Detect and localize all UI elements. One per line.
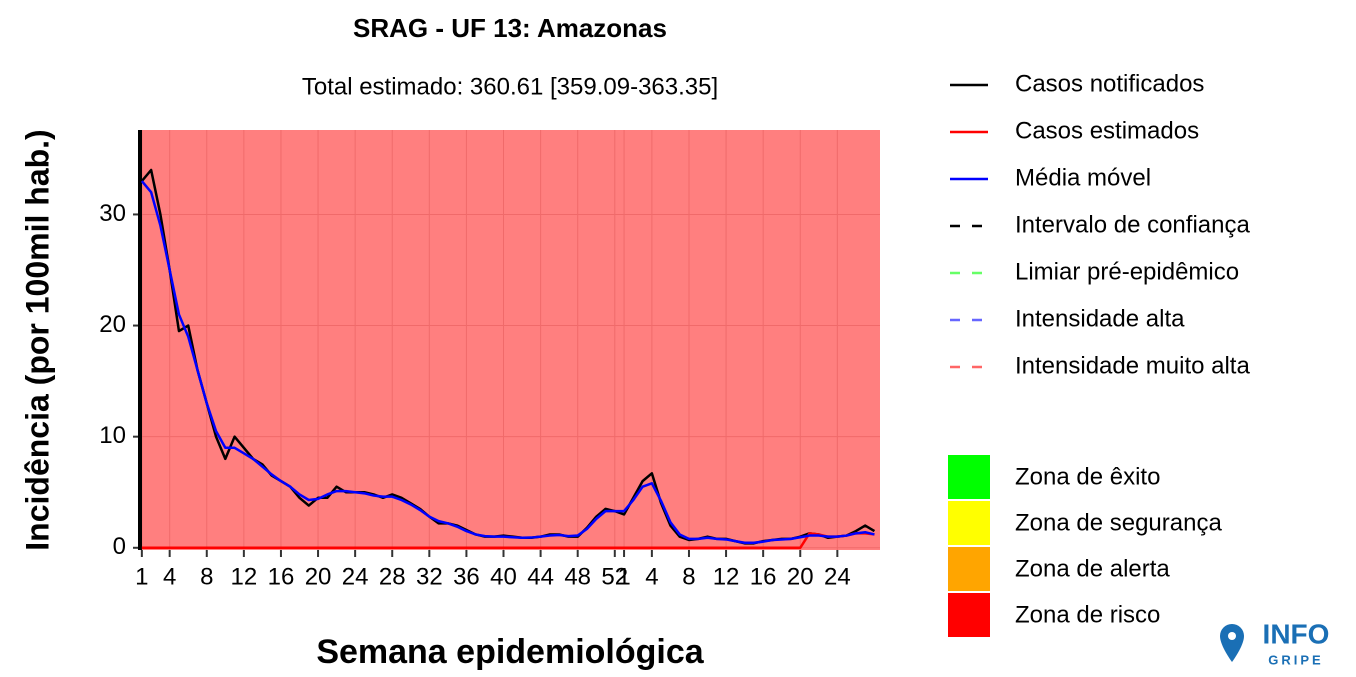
- chart-title: SRAG - UF 13: Amazonas: [353, 13, 667, 43]
- x-tick-label: 12: [713, 563, 740, 590]
- x-tick-label: 32: [416, 563, 443, 590]
- x-tick-label: 8: [200, 563, 213, 590]
- y-tick-label: 30: [99, 200, 126, 227]
- x-axis-label: Semana epidemiológica: [316, 633, 704, 671]
- y-axis-label: Incidência (por 100mil hab.): [19, 129, 55, 550]
- x-tick-label: 44: [527, 563, 554, 590]
- y-tick-label: 20: [99, 311, 126, 338]
- series-line: [140, 180, 875, 545]
- legend-label: Média móvel: [1015, 164, 1151, 191]
- x-tick-label: 16: [750, 563, 777, 590]
- plot-background: [140, 130, 880, 550]
- x-tick-label: 48: [564, 563, 591, 590]
- legend-label: Casos estimados: [1015, 117, 1199, 144]
- chart-subtitle: Total estimado: 360.61 [359.09-363.35]: [302, 73, 718, 100]
- legend-zone-swatch: [948, 501, 990, 545]
- x-tick-label: 20: [787, 563, 814, 590]
- legend-zone-swatch: [948, 593, 990, 637]
- x-tick-label: 28: [379, 563, 406, 590]
- legend-label: Zona de alerta: [1015, 555, 1170, 582]
- series-line: [141, 532, 875, 550]
- x-tick-label: 4: [163, 563, 176, 590]
- logo: INFO GRIPE: [1220, 618, 1329, 667]
- legend-zone-swatch: [948, 455, 990, 499]
- x-tick-label: 24: [824, 563, 851, 590]
- legend-label: Intensidade muito alta: [1015, 352, 1250, 379]
- x-tick-label: 52: [601, 563, 628, 590]
- legend-label: Zona de êxito: [1015, 463, 1160, 490]
- x-tick-label: 12: [231, 563, 258, 590]
- x-tick-label: 24: [342, 563, 369, 590]
- legend-zone-swatch: [948, 547, 990, 591]
- logo-pin-dot: [1228, 632, 1236, 640]
- x-tick-label: 1: [617, 563, 630, 590]
- legend-label: Intervalo de confiança: [1015, 211, 1250, 238]
- legend-label: Casos notificados: [1015, 70, 1204, 97]
- x-tick-label: 8: [682, 563, 695, 590]
- x-tick-label: 4: [645, 563, 658, 590]
- legend-label: Intensidade alta: [1015, 305, 1185, 332]
- y-tick-label: 0: [113, 533, 126, 560]
- x-tick-label: 40: [490, 563, 517, 590]
- y-tick-label: 10: [99, 422, 126, 449]
- x-tick-label: 16: [268, 563, 295, 590]
- legend-label: Zona de segurança: [1015, 509, 1222, 536]
- x-tick-label: 20: [305, 563, 332, 590]
- logo-pin: [1220, 624, 1244, 662]
- legend-label: Zona de risco: [1015, 601, 1160, 628]
- logo-subtext: GRIPE: [1268, 652, 1323, 667]
- x-tick-label: 36: [453, 563, 480, 590]
- logo-text: INFO: [1263, 618, 1330, 649]
- legend-label: Limiar pré-epidêmico: [1015, 258, 1239, 285]
- x-tick-label: 1: [135, 563, 148, 590]
